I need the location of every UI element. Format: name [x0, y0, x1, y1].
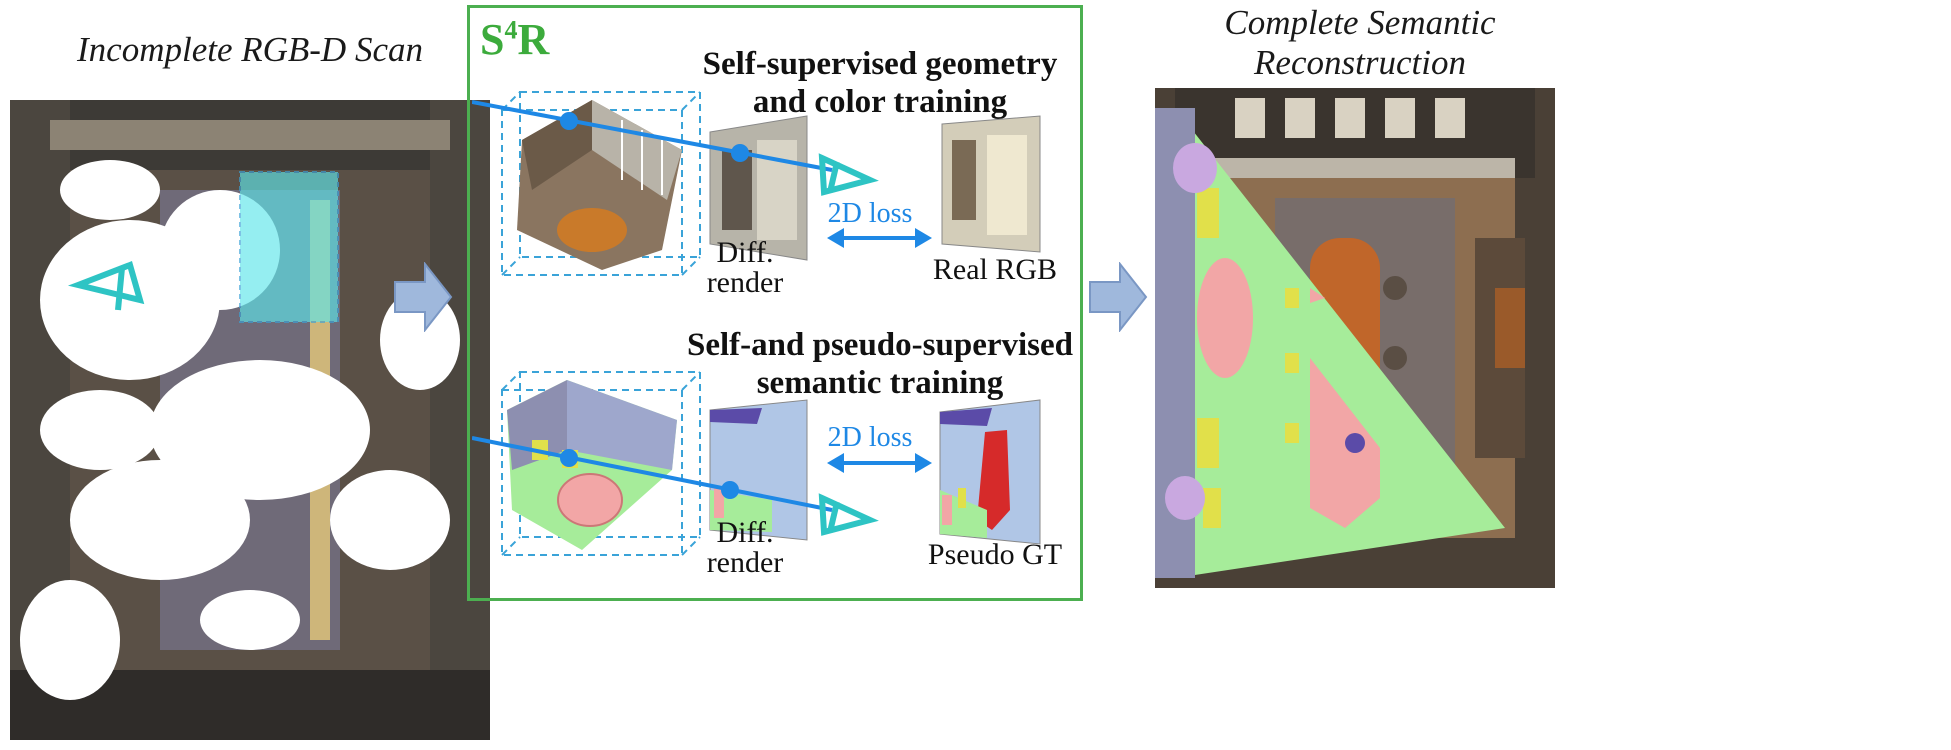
s4r-brand-base: S	[480, 15, 505, 64]
top-training-diagram	[472, 91, 1041, 276]
top-render-label-line1: Diff.	[716, 236, 774, 269]
top-render-label-line2: render	[706, 266, 784, 299]
right-panel-title-line2: Reconstruction	[1254, 43, 1466, 82]
s4r-brand-tail: R	[517, 15, 550, 64]
bottom-training-diagram	[472, 371, 1041, 556]
incomplete-scan-image	[10, 100, 490, 740]
bottom-target-label: Pseudo GT	[927, 538, 1063, 571]
s4r-brand-sup: 4	[504, 15, 518, 45]
top-section-title-line1: Self-supervised geometry	[702, 46, 1058, 82]
bottom-render-label-line2: render	[706, 546, 784, 579]
bottom-section-title-line2: semantic training	[756, 365, 1004, 401]
right-panel-title-line1: Complete Semantic	[1224, 3, 1496, 42]
complete-reconstruction-image	[1155, 88, 1555, 588]
top-loss-label: 2D loss	[827, 198, 913, 229]
s4r-frame	[467, 5, 1083, 601]
bottom-render-label-line1: Diff.	[716, 516, 774, 549]
flow-arrow-icon	[394, 262, 453, 332]
bottom-loss-label: 2D loss	[827, 422, 913, 453]
left-panel-title: Incomplete RGB-D Scan	[77, 30, 423, 69]
s4r-brand: S4R	[480, 14, 549, 65]
flow-arrow-icon	[1089, 262, 1148, 332]
top-section-title-line2: and color training	[752, 84, 1008, 120]
bottom-section-title-line1: Self-and pseudo-supervised	[687, 327, 1073, 363]
top-target-label: Real RGB	[932, 253, 1058, 286]
